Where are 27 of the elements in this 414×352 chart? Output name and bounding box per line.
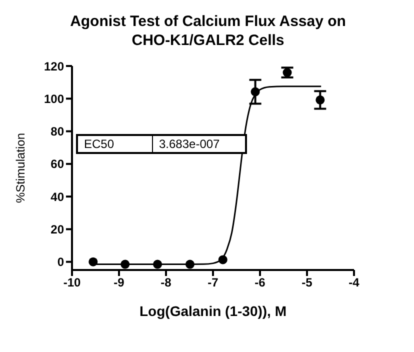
point <box>218 255 228 264</box>
x-tick-label: -5 <box>302 276 313 290</box>
point <box>250 87 260 96</box>
y-tick-label: 60 <box>50 157 64 172</box>
y-tick-label: 0 <box>57 255 64 270</box>
x-tick-label: -4 <box>348 276 360 290</box>
x-tick-label: -7 <box>208 276 219 290</box>
point <box>153 260 162 269</box>
x-axis-title: Log(Galanin (1-30)), M <box>140 303 286 319</box>
x-tick-label: -6 <box>254 276 266 290</box>
point <box>316 95 325 104</box>
x-tick-label: -8 <box>160 276 172 290</box>
y-tick-label: 20 <box>50 222 64 236</box>
point <box>282 68 292 78</box>
chart-title: Agonist Test of Calcium Flux Assay on CHO-K1/GALR2 Cells <box>69 12 347 51</box>
point <box>88 257 98 266</box>
y-axis-title: %Stimulation <box>13 132 28 204</box>
y-tick-label: 80 <box>50 124 64 139</box>
annotation: 3.683e-007 <box>152 136 245 152</box>
x-tick-label: -10 <box>63 276 81 290</box>
point <box>120 260 130 269</box>
x-tick-label: -9 <box>114 276 125 290</box>
annotation: EC50 <box>83 136 116 152</box>
y-tick-label: 100 <box>44 92 64 106</box>
y-tick-label: 120 <box>44 59 64 74</box>
y-tick-label: 40 <box>50 190 64 204</box>
point <box>185 260 194 269</box>
